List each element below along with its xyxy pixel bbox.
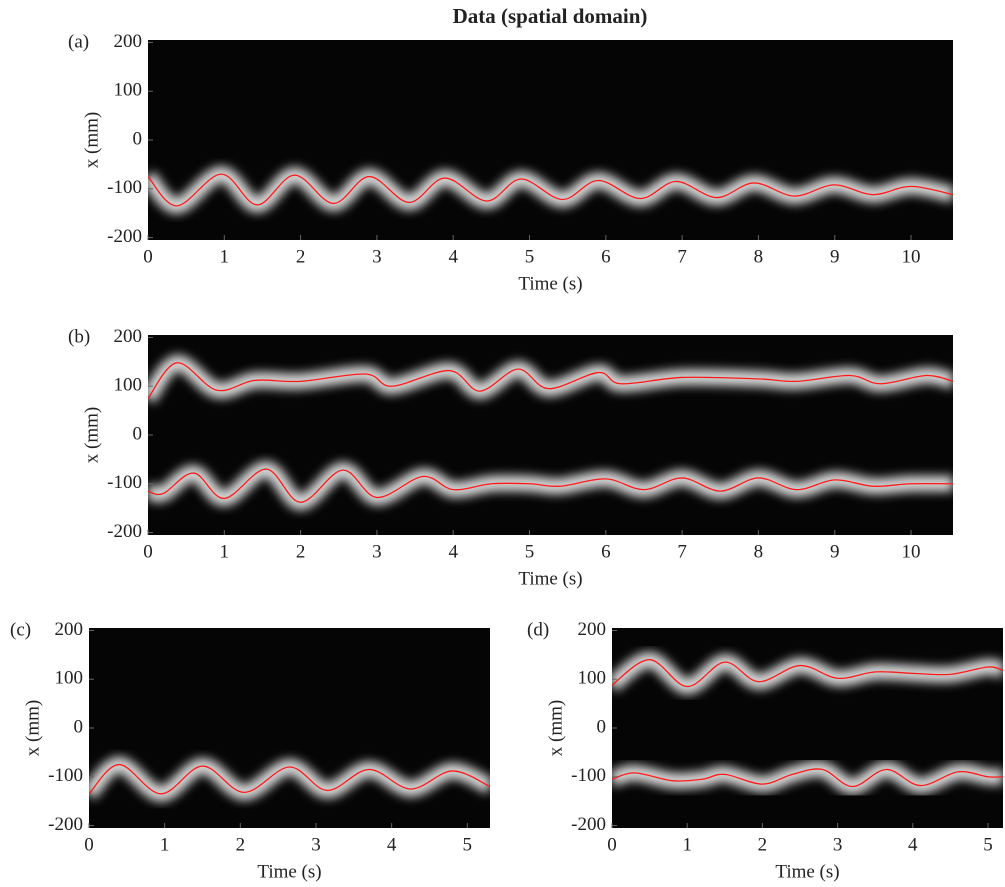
x-tick-label: 0 — [607, 834, 617, 855]
line — [148, 173, 953, 207]
y-tick-label: 0 — [133, 128, 143, 149]
x-tick-label: 4 — [448, 246, 458, 267]
x-tick-label: 1 — [220, 541, 230, 562]
y-tick-label: -100 — [48, 765, 83, 786]
y-tick-label: -200 — [48, 814, 83, 835]
x-tick-label: 3 — [372, 541, 382, 562]
panel-label: (b) — [68, 326, 90, 347]
plot-background — [148, 335, 953, 535]
x-tick-label: 1 — [682, 834, 692, 855]
y-axis-label: x (mm) — [81, 407, 102, 463]
plot-background — [148, 40, 953, 240]
x-tick-label: 1 — [220, 246, 230, 267]
x-tick-label: 9 — [830, 246, 840, 267]
line — [612, 659, 1003, 688]
chart-title: Data (spatial domain) — [453, 4, 648, 28]
panel-label: (c) — [10, 619, 31, 640]
y-axis-label: x (mm) — [22, 700, 43, 756]
plot-background — [612, 628, 1003, 828]
x-axis-label: Time (s) — [775, 861, 839, 882]
y-tick-label: 100 — [55, 668, 84, 689]
y-tick-label: -100 — [107, 177, 142, 198]
line — [612, 768, 1003, 788]
x-tick-label: 8 — [754, 541, 764, 562]
x-tick-label: 0 — [143, 541, 153, 562]
x-axis-label: Time (s) — [257, 861, 321, 882]
x-axis-label: Time (s) — [518, 568, 582, 589]
x-tick-label: 3 — [372, 246, 382, 267]
plot-area — [612, 651, 1003, 795]
x-tick-label: 6 — [601, 246, 611, 267]
x-tick-label: 4 — [448, 541, 458, 562]
x-tick-label: 2 — [296, 246, 306, 267]
y-tick-label: 100 — [578, 668, 607, 689]
x-tick-label: 5 — [983, 834, 993, 855]
x-tick-label: 2 — [296, 541, 306, 562]
line — [148, 468, 953, 503]
x-tick-label: 4 — [387, 834, 397, 855]
y-tick-label: 100 — [114, 80, 143, 101]
y-tick-label: -100 — [107, 472, 142, 493]
line — [148, 362, 953, 399]
y-tick-label: 100 — [114, 375, 143, 396]
y-tick-label: 0 — [597, 716, 607, 737]
x-tick-label: 5 — [463, 834, 473, 855]
plot-area — [148, 354, 953, 511]
x-tick-label: 7 — [677, 246, 687, 267]
y-tick-label: 0 — [74, 716, 84, 737]
y-tick-label: 200 — [55, 619, 84, 640]
x-tick-label: 7 — [677, 541, 687, 562]
x-tick-label: 5 — [525, 246, 535, 267]
panel-label: (a) — [68, 31, 89, 52]
plot-area — [89, 756, 490, 802]
x-tick-label: 3 — [311, 834, 321, 855]
y-tick-label: 200 — [578, 619, 607, 640]
x-tick-label: 0 — [143, 246, 153, 267]
x-tick-label: 3 — [833, 834, 843, 855]
x-tick-label: 10 — [902, 541, 921, 562]
y-tick-label: -100 — [571, 765, 606, 786]
x-tick-label: 8 — [754, 246, 764, 267]
x-tick-label: 5 — [525, 541, 535, 562]
x-tick-label: 0 — [84, 834, 94, 855]
y-tick-label: 200 — [114, 326, 143, 347]
panel-label: (d) — [527, 619, 549, 640]
y-axis-label: x (mm) — [81, 112, 102, 168]
x-tick-label: 9 — [830, 541, 840, 562]
x-tick-label: 1 — [160, 834, 170, 855]
y-tick-label: 0 — [133, 423, 143, 444]
y-tick-label: 200 — [114, 31, 143, 52]
line — [89, 763, 490, 795]
x-tick-label: 10 — [902, 246, 921, 267]
y-tick-label: -200 — [107, 226, 142, 247]
y-axis-label: x (mm) — [545, 700, 566, 756]
x-tick-label: 2 — [758, 834, 768, 855]
x-tick-label: 4 — [908, 834, 918, 855]
x-tick-label: 6 — [601, 541, 611, 562]
y-tick-label: -200 — [571, 814, 606, 835]
x-axis-label: Time (s) — [518, 273, 582, 294]
x-tick-label: 2 — [236, 834, 246, 855]
plot-area — [148, 166, 953, 214]
y-tick-label: -200 — [107, 521, 142, 542]
